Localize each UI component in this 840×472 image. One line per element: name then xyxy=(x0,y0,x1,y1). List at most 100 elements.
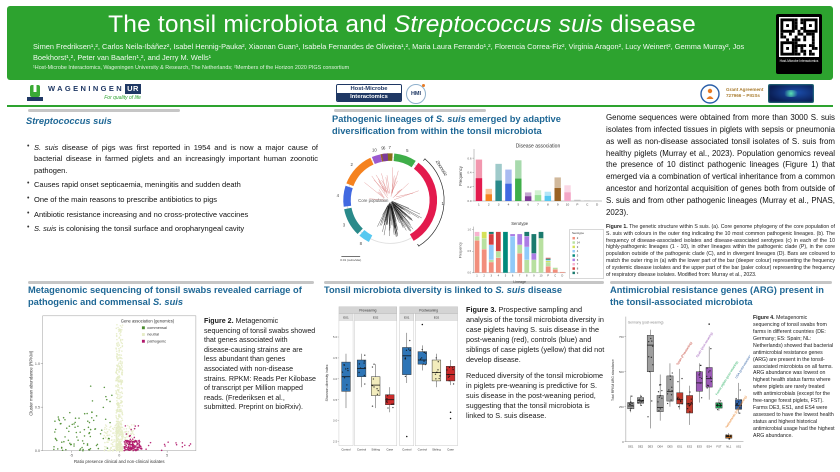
svg-text:8: 8 xyxy=(360,241,363,246)
svg-text:Disease association: Disease association xyxy=(516,144,561,150)
svg-text:0: 0 xyxy=(118,454,120,458)
svg-text:8: 8 xyxy=(577,267,579,271)
svg-text:2.5: 2.5 xyxy=(333,439,338,443)
svg-text:2: 2 xyxy=(483,274,485,278)
svg-text:3: 3 xyxy=(577,245,579,249)
svg-text:1: 1 xyxy=(478,203,480,207)
section-metagenomic: Metagenomic sequencing of tonsil swabs r… xyxy=(28,285,318,469)
svg-text:9: 9 xyxy=(381,146,384,151)
svg-text:Control: Control xyxy=(341,447,351,451)
svg-text:Shannon diversity index: Shannon diversity index xyxy=(325,364,329,401)
wageningen-ur-box: UR xyxy=(125,84,141,94)
section-arg: Antimicrobial resistance genes (ARG) pre… xyxy=(610,285,835,466)
svg-text:ES3: ES3 xyxy=(697,445,703,449)
figure-4-arg-boxplot-chart: 0 250 500 750 DE1 DE2 DE3 DE4 DE5 ES1 ES2 ES3 ES4 FST… xyxy=(611,316,750,449)
figure-3-boxplot-chart: 2.5 3.0 3.5 4.0 4.5 5.0 Preweaning E01 Control E0… xyxy=(325,306,458,451)
qr-pattern-icon xyxy=(779,17,819,57)
svg-text:14: 14 xyxy=(577,241,581,245)
bullet-item: Causes rapid onset septicaemia, meningit… xyxy=(27,179,318,191)
svg-text:4: 4 xyxy=(337,193,340,198)
svg-text:6: 6 xyxy=(383,146,386,151)
svg-text:0: 0 xyxy=(622,440,624,444)
svg-text:DE5: DE5 xyxy=(667,445,673,449)
figure-1c-serotype-chart: 0.00.51.01 2 3 4 5 6 7 8 9 10 P C DSerotypeLineageFr… xyxy=(459,221,604,284)
svg-text:4: 4 xyxy=(508,203,510,207)
qr-code: Host-Microbe Interactomics xyxy=(776,14,822,74)
svg-text:ES4: ES4 xyxy=(707,445,713,449)
svg-text:9: 9 xyxy=(533,274,535,278)
grant-line2: 727966 – PIGSs xyxy=(726,92,760,98)
svg-text:neutral: neutral xyxy=(147,333,159,337)
svg-text:5: 5 xyxy=(406,148,409,153)
bullet-item: S. suis disease of pigs was first report… xyxy=(27,142,318,177)
svg-text:E01: E01 xyxy=(343,315,349,319)
svg-text:Cluster mean abundance (RPKM): Cluster mean abundance (RPKM) xyxy=(29,350,34,416)
title-suffix: disease xyxy=(603,11,696,38)
svg-text:4.0: 4.0 xyxy=(333,376,338,380)
svg-text:Case: Case xyxy=(386,447,393,451)
svg-text:3.5: 3.5 xyxy=(333,397,338,401)
wageningen-logo: WAGENINGEN UR For quality of life xyxy=(26,84,141,102)
svg-text:3: 3 xyxy=(498,203,500,207)
svg-text:3: 3 xyxy=(343,223,346,228)
svg-text:P: P xyxy=(576,203,578,207)
svg-text:0.0: 0.0 xyxy=(35,449,40,453)
svg-text:Frequency: Frequency xyxy=(458,165,463,186)
section-divider-bar xyxy=(28,281,314,284)
svg-text:C: C xyxy=(554,274,556,278)
svg-text:Ratio presence clinical and no: Ratio presence clinical and non-clinical… xyxy=(74,459,164,464)
svg-text:Frequency: Frequency xyxy=(459,242,463,258)
svg-text:7: 7 xyxy=(537,203,539,207)
svg-text:DE4: DE4 xyxy=(658,445,664,449)
svg-text:Control: Control xyxy=(418,447,428,451)
svg-text:7: 7 xyxy=(389,145,392,150)
svg-text:2: 2 xyxy=(488,203,490,207)
figure-2-caption: Figure 2. Metagenomic sequencing of tons… xyxy=(204,317,316,412)
bullet-list: S. suis disease of pigs was first report… xyxy=(26,142,318,235)
svg-text:5: 5 xyxy=(166,454,168,458)
figure-4-caption: Figure 4. Metagenomic sequencing of tons… xyxy=(753,315,835,439)
svg-text:ES1: ES1 xyxy=(677,445,683,449)
section-heading: Metagenomic sequencing of tonsil swabs r… xyxy=(28,285,302,307)
svg-text:E02: E02 xyxy=(373,315,379,319)
bullet-item: One of the main reasons to prescribe ant… xyxy=(27,194,318,206)
affiliations-line: ¹Host-Microbe Interactomics, Wageningen … xyxy=(33,65,350,72)
svg-text:2: 2 xyxy=(577,236,579,240)
figure-1b-disease-association-chart: 0.0 0.2 0.4 0.6 1 2 3 4 5 6 7 8 9 10 P C D Disease associ… xyxy=(458,144,602,207)
svg-text:750: 750 xyxy=(619,335,624,339)
svg-text:DE2: DE2 xyxy=(638,445,644,449)
authors-line: Simen Fredriksen¹,², Carlos Neila-Ibáñez… xyxy=(33,42,745,62)
svg-text:3: 3 xyxy=(491,274,493,278)
svg-text:E01: E01 xyxy=(404,315,410,319)
svg-text:5: 5 xyxy=(577,254,579,258)
eu-consortium-emblem-icon xyxy=(700,84,720,109)
svg-text:Spain (post-weaning): Spain (post-weaning) xyxy=(695,332,714,359)
svg-text:Total RPKM ARG abundance: Total RPKM ARG abundance xyxy=(611,359,615,401)
svg-text:5: 5 xyxy=(505,274,507,278)
svg-text:0.0: 0.0 xyxy=(467,199,472,203)
svg-text:8: 8 xyxy=(526,274,528,278)
wageningen-wordmark: WAGENINGEN UR xyxy=(48,84,141,94)
svg-text:1.0: 1.0 xyxy=(467,228,471,232)
poster-title: The tonsil microbiota and Streptococcus … xyxy=(7,11,833,39)
svg-text:pathogenic: pathogenic xyxy=(147,340,166,344)
svg-text:10: 10 xyxy=(566,203,570,207)
svg-text:5: 5 xyxy=(517,203,519,207)
svg-text:0.0: 0.0 xyxy=(467,271,471,275)
figure-1a-phylogeny-chart: 9 7 5 1 8 3 4 2 10 6 Zoonotic Core population 0.01 (… xyxy=(337,145,449,262)
hmi-badge-line1: Host-Microbe xyxy=(337,85,401,93)
svg-text:Spain (Preweaning): Spain (Preweaning) xyxy=(675,341,693,366)
svg-text:US1: US1 xyxy=(736,445,742,449)
svg-text:DE1: DE1 xyxy=(628,445,634,449)
svg-text:USA (post-weaning): USA (post-weaning) xyxy=(734,354,750,379)
svg-text:Gene association (genomics): Gene association (genomics) xyxy=(121,319,175,324)
header-banner: The tonsil microbiota and Streptococcus … xyxy=(7,6,833,80)
svg-text:4.5: 4.5 xyxy=(333,356,338,360)
figure-3-caption: Figure 3. Prospective sampling and analy… xyxy=(466,304,605,364)
svg-text:7: 7 xyxy=(577,262,579,266)
section-diversity: Tonsil microbiota diversity is linked to… xyxy=(324,285,607,465)
svg-text:1.0: 1.0 xyxy=(35,362,40,366)
svg-text:7: 7 xyxy=(519,274,521,278)
svg-text:Preweaning: Preweaning xyxy=(359,308,376,312)
svg-text:Control: Control xyxy=(357,447,367,451)
